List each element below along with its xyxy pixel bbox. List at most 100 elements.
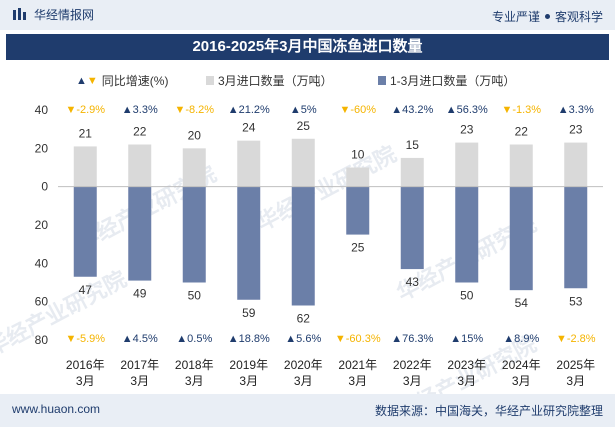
x-tick-label: 3月: [130, 374, 149, 388]
yoy-label-march: ▲56.3%: [446, 104, 488, 116]
bar-march: [564, 142, 588, 187]
tagline: 专业严谨 客观科学: [492, 8, 603, 25]
bar-march: [73, 146, 97, 187]
yoy-label-cumulative: ▲76.3%: [391, 333, 433, 345]
bar-cumulative: [400, 186, 424, 270]
footer-source: 数据来源：中国海关，华经产业研究院整理: [374, 404, 603, 418]
data-label-march: 10: [351, 148, 365, 162]
y-tick-label: 20: [35, 218, 49, 232]
watermark: 华经产业研究院: [253, 141, 401, 235]
x-tick-label: 3月: [403, 374, 422, 388]
yoy-label-cumulative: ▲4.5%: [122, 333, 158, 345]
bar-cumulative: [237, 186, 261, 300]
triangle-down-icon: ▼: [86, 74, 98, 87]
tagline-left: 专业严谨: [491, 10, 540, 24]
legend-label-march: 3月进口数量（万吨）: [218, 74, 333, 88]
x-tick-label: 3月: [76, 374, 95, 388]
bar-march: [455, 142, 479, 187]
data-label-march: 23: [569, 123, 583, 137]
yoy-label-march: ▲5%: [290, 104, 317, 116]
x-tick-label: 2025年: [556, 358, 595, 372]
data-label-cumulative: 43: [406, 275, 420, 289]
x-tick-label: 2017年: [120, 358, 159, 372]
yoy-label-march: ▼-2.9%: [65, 104, 105, 116]
data-label-cumulative: 53: [569, 294, 583, 308]
legend-swatch-march: [206, 76, 214, 85]
yoy-label-cumulative: ▲8.9%: [503, 333, 539, 345]
dot-separator-icon: [544, 14, 550, 19]
data-label-cumulative: 50: [460, 289, 474, 303]
x-tick-label: 3月: [185, 374, 204, 388]
data-label-cumulative: 54: [515, 296, 529, 310]
y-tick-label: 60: [35, 295, 49, 309]
yoy-label-cumulative: ▲18.8%: [228, 333, 270, 345]
x-tick-label: 3月: [512, 374, 531, 388]
legend-item-march: 3月进口数量（万吨）: [206, 72, 333, 89]
data-label-march: 20: [188, 128, 202, 142]
legend-item-yoy: ▲ ▼ 同比增速(%): [76, 72, 168, 89]
x-tick-label: 2021年: [338, 358, 377, 372]
tagline-right: 客观科学: [554, 10, 603, 24]
x-tick-label: 3月: [457, 374, 476, 388]
bar-march: [182, 148, 206, 187]
data-label-cumulative: 50: [188, 289, 202, 303]
data-label-cumulative: 25: [351, 241, 365, 255]
top-bar: 华经情报网 专业严谨 客观科学: [0, 0, 615, 30]
x-tick-label: 2019年: [229, 358, 268, 372]
yoy-label-cumulative: ▼-5.9%: [65, 333, 105, 345]
data-label-cumulative: 49: [133, 287, 147, 301]
bar-march: [346, 167, 370, 187]
y-tick-label: 0: [41, 180, 48, 194]
yoy-label-march: ▲21.2%: [228, 104, 270, 116]
data-label-march: 22: [515, 125, 529, 139]
x-tick-label: 3月: [294, 374, 313, 388]
x-tick-label: 2016年: [66, 358, 105, 372]
data-label-cumulative: 62: [297, 312, 311, 326]
bar-march: [128, 144, 152, 187]
bar-cumulative: [128, 186, 152, 281]
yoy-label-cumulative: ▲0.5%: [176, 333, 212, 345]
yoy-label-cumulative: ▼-2.8%: [556, 333, 596, 345]
data-label-cumulative: 47: [79, 283, 93, 297]
legend-item-cumulative: 1-3月进口数量（万吨）: [378, 72, 515, 89]
legend-label-yoy: 同比增速(%): [101, 74, 169, 88]
yoy-label-march: ▼-8.2%: [174, 104, 214, 116]
bar-cumulative: [291, 186, 315, 306]
data-label-march: 15: [406, 138, 420, 152]
bar-cumulative: [564, 186, 588, 289]
brand-name: 华经情报网: [34, 8, 95, 22]
yoy-label-cumulative: ▲15%: [450, 333, 483, 345]
y-tick-label: 40: [35, 103, 49, 117]
x-tick-label: 3月: [239, 374, 258, 388]
y-tick-label: 20: [35, 141, 49, 155]
brand[interactable]: 华经情报网: [12, 6, 94, 23]
yoy-label-march: ▼-1.3%: [501, 104, 541, 116]
chart-title: 2016-2025年3月中国冻鱼进口数量: [6, 34, 609, 60]
bar-march: [291, 138, 315, 187]
x-tick-label: 2022年: [393, 358, 432, 372]
yoy-label-cumulative: ▼-60.3%: [335, 333, 381, 345]
bar-march: [400, 157, 424, 187]
x-tick-label: 2018年: [175, 358, 214, 372]
bar-cumulative: [455, 186, 479, 283]
yoy-label-cumulative: ▲5.6%: [285, 333, 321, 345]
footer: www.huaon.com 数据来源：中国海关，华经产业研究院整理: [0, 394, 615, 427]
bar-march: [509, 144, 533, 187]
data-label-march: 25: [297, 119, 311, 133]
y-tick-label: 40: [35, 256, 49, 270]
triangle-up-icon: ▲: [76, 74, 87, 87]
brand-logo-icon: [13, 7, 26, 20]
data-label-march: 23: [460, 123, 474, 137]
legend-label-cumulative: 1-3月进口数量（万吨）: [390, 74, 516, 88]
bar-march: [237, 140, 261, 187]
chart-legend: ▲ ▼ 同比增速(%) 3月进口数量（万吨） 1-3月进口数量（万吨）: [0, 72, 615, 88]
footer-website[interactable]: www.huaon.com: [12, 402, 101, 416]
x-tick-label: 2023年: [447, 358, 486, 372]
data-label-cumulative: 59: [242, 306, 256, 320]
data-label-march: 21: [79, 126, 93, 140]
x-tick-label: 3月: [566, 374, 585, 388]
x-tick-label: 3月: [348, 374, 367, 388]
bar-cumulative: [182, 186, 206, 283]
data-label-march: 22: [133, 125, 147, 139]
